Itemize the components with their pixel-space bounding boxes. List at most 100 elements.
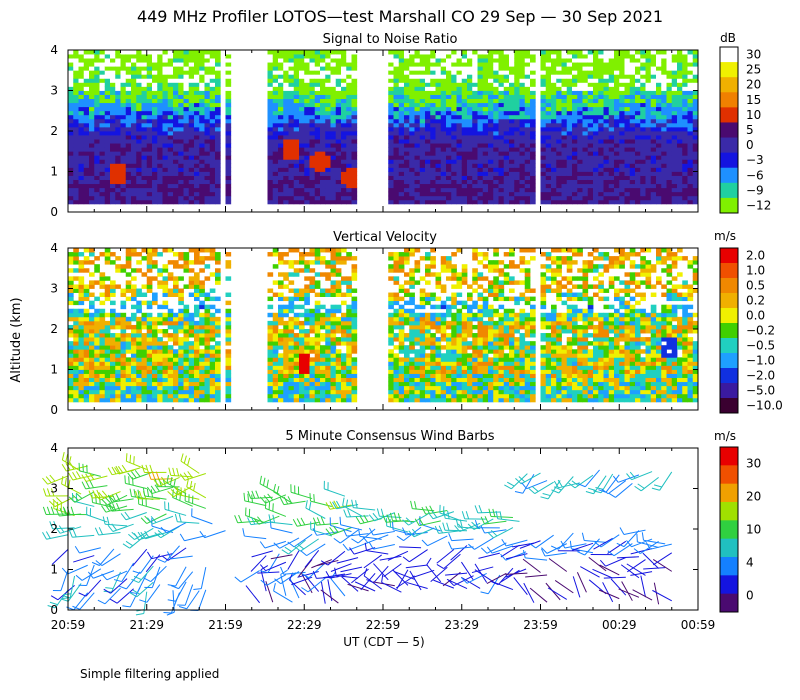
snr-cell bbox=[99, 163, 106, 168]
snr-cell bbox=[519, 195, 526, 201]
snr-cell bbox=[68, 171, 74, 176]
velocity-cell bbox=[267, 369, 274, 374]
velocity-cell bbox=[146, 312, 153, 318]
velocity-cell bbox=[110, 385, 116, 391]
snr-cell bbox=[304, 102, 310, 108]
velocity-cell bbox=[167, 357, 174, 362]
velocity-cell bbox=[199, 369, 205, 374]
snr-cell bbox=[503, 191, 510, 197]
velocity-cell bbox=[136, 304, 142, 310]
velocity-cell bbox=[78, 329, 85, 334]
snr-cell bbox=[619, 147, 625, 152]
snr-cell bbox=[131, 187, 137, 193]
snr-cell bbox=[188, 139, 195, 144]
snr-cell bbox=[540, 122, 547, 128]
snr-cell bbox=[666, 151, 673, 156]
snr-cell bbox=[519, 110, 526, 116]
snr-cell bbox=[346, 126, 352, 132]
snr-cell bbox=[530, 102, 536, 108]
velocity-cell bbox=[215, 296, 221, 302]
velocity-cell bbox=[209, 385, 216, 391]
snr-cell bbox=[614, 143, 620, 148]
snr-cell bbox=[488, 131, 494, 136]
snr-cell bbox=[188, 114, 195, 120]
snr-cell bbox=[125, 199, 132, 205]
snr-cell bbox=[125, 143, 132, 148]
snr-cell bbox=[78, 163, 85, 168]
snr-cell bbox=[167, 155, 174, 160]
velocity-cell bbox=[215, 280, 221, 285]
snr-cell bbox=[272, 70, 279, 75]
snr-cell bbox=[125, 102, 132, 108]
snr-cell bbox=[503, 50, 510, 55]
snr-cell bbox=[188, 183, 195, 189]
snr-cell bbox=[404, 143, 410, 148]
snr-cell bbox=[104, 183, 111, 189]
snr-cell bbox=[351, 106, 358, 112]
snr-cell bbox=[110, 135, 116, 140]
snr-cell bbox=[603, 70, 610, 75]
snr-cell bbox=[393, 175, 400, 180]
snr-cell bbox=[619, 110, 625, 116]
snr-cell bbox=[682, 195, 688, 201]
snr-cell bbox=[141, 179, 148, 185]
snr-cell bbox=[629, 106, 636, 112]
snr-cell bbox=[94, 155, 100, 160]
snr-cell bbox=[577, 191, 583, 197]
snr-cell bbox=[83, 171, 90, 176]
snr-cell bbox=[393, 102, 400, 108]
velocity-cell bbox=[199, 329, 205, 334]
velocity-cell bbox=[125, 272, 132, 277]
snr-cell bbox=[194, 110, 200, 116]
snr-cell bbox=[188, 90, 195, 95]
snr-cell bbox=[692, 139, 699, 144]
snr-cell bbox=[530, 159, 536, 164]
snr-cell bbox=[514, 98, 520, 104]
snr-cell bbox=[456, 82, 463, 87]
snr-cell bbox=[556, 147, 562, 152]
snr-cell bbox=[666, 62, 673, 67]
snr-cell bbox=[419, 50, 426, 55]
velocity-cell bbox=[78, 349, 85, 354]
snr-cell bbox=[619, 167, 625, 172]
snr-cell bbox=[498, 114, 505, 120]
snr-cell bbox=[89, 155, 95, 160]
snr-cell bbox=[551, 163, 557, 168]
snr-cell bbox=[419, 155, 426, 160]
snr-cell bbox=[430, 183, 436, 189]
snr-cell bbox=[582, 102, 589, 108]
velocity-cell bbox=[89, 349, 95, 354]
snr-cell bbox=[388, 74, 394, 79]
snr-cell bbox=[482, 78, 489, 83]
velocity-cell bbox=[141, 381, 148, 387]
snr-cell bbox=[614, 167, 620, 172]
velocity-cell bbox=[94, 308, 100, 314]
snr-cell bbox=[120, 102, 127, 108]
velocity-cell bbox=[146, 320, 153, 326]
velocity-cell bbox=[152, 393, 158, 399]
snr-cell bbox=[194, 187, 200, 193]
snr-cell bbox=[388, 195, 394, 201]
velocity-cell bbox=[162, 397, 169, 403]
snr-cell bbox=[656, 74, 662, 79]
snr-cell bbox=[299, 147, 305, 152]
snr-cell bbox=[83, 199, 90, 205]
velocity-cell bbox=[141, 272, 148, 277]
snr-cell bbox=[419, 183, 426, 189]
snr-cell bbox=[215, 147, 221, 152]
snr-cell bbox=[482, 179, 489, 185]
snr-cell bbox=[120, 58, 127, 63]
velocity-cell bbox=[68, 385, 74, 391]
velocity-cell bbox=[131, 381, 137, 387]
snr-cell bbox=[388, 199, 394, 205]
snr-cell bbox=[572, 199, 578, 205]
snr-cell bbox=[152, 94, 158, 99]
snr-cell bbox=[619, 114, 625, 120]
snr-cell bbox=[472, 187, 478, 193]
snr-cell bbox=[661, 58, 667, 63]
snr-cell bbox=[320, 94, 326, 99]
snr-cell bbox=[78, 82, 85, 87]
snr-cell bbox=[330, 90, 337, 95]
snr-cell bbox=[435, 82, 442, 87]
snr-cell bbox=[614, 175, 620, 180]
